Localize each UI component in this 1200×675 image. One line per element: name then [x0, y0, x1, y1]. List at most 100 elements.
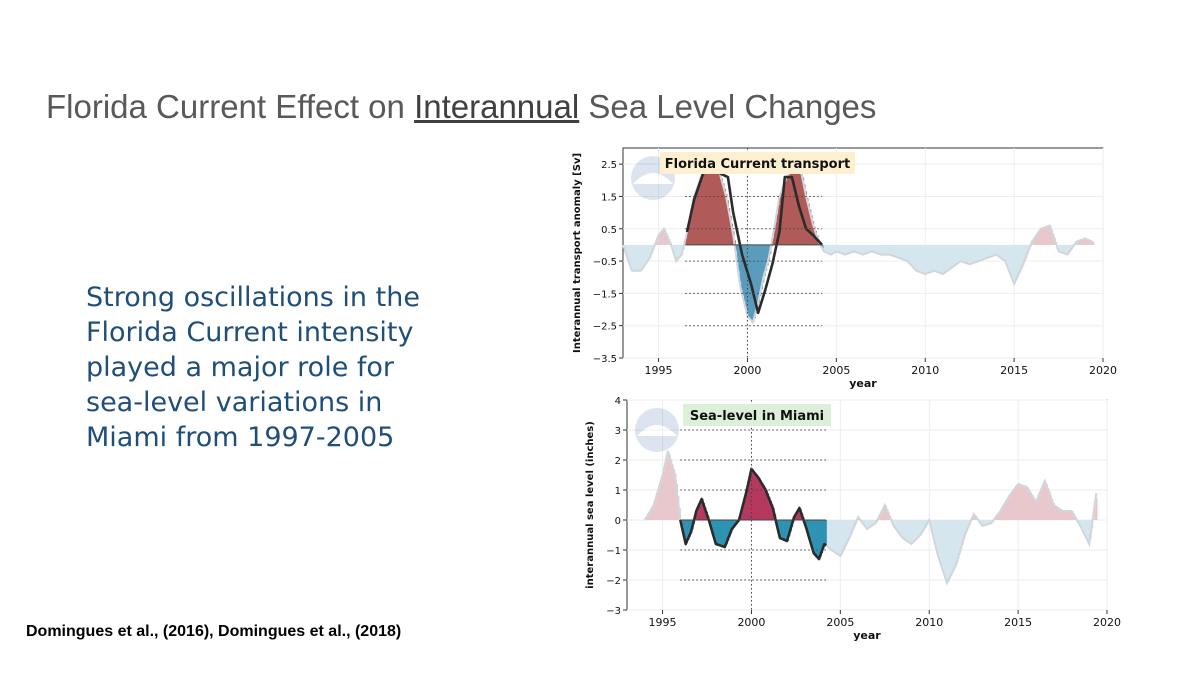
- area-bar: [891, 244, 894, 256]
- area-bar: [833, 244, 836, 254]
- area-bar: [1023, 485, 1026, 520]
- area-bar: [726, 200, 729, 245]
- area-bar: [750, 475, 752, 520]
- area-bar: [1095, 498, 1098, 520]
- area-bar: [720, 520, 723, 546]
- area-bar: [1006, 501, 1008, 520]
- area-bar: [910, 244, 913, 265]
- area-bar: [970, 244, 972, 265]
- area-bar: [708, 166, 711, 245]
- y-tick-label: −1.5: [593, 289, 617, 300]
- area-bar: [719, 173, 722, 245]
- area-bar: [703, 503, 706, 520]
- area-bar: [714, 520, 717, 540]
- area-bar: [923, 520, 926, 530]
- area-bar: [948, 244, 951, 270]
- area-bar: [955, 244, 958, 265]
- area-bar: [794, 517, 797, 520]
- area-bar: [1065, 511, 1068, 520]
- area-bar: [979, 520, 981, 522]
- y-tick-label: −0.5: [593, 257, 617, 268]
- area-bar: [725, 520, 728, 545]
- area-bar: [792, 169, 795, 245]
- area-bar: [912, 520, 915, 544]
- area-bar: [685, 238, 688, 245]
- area-bar: [743, 244, 746, 302]
- area-bar: [1020, 484, 1023, 520]
- area-bar: [758, 244, 761, 304]
- area-bar: [747, 488, 750, 520]
- area-bar: [992, 244, 995, 256]
- area-bar: [928, 244, 931, 273]
- area-bar: [631, 244, 634, 270]
- area-bar: [785, 180, 788, 245]
- area-bar: [1071, 511, 1074, 520]
- area-bar: [1090, 241, 1093, 245]
- area-bar: [811, 520, 814, 545]
- area-bar: [885, 505, 888, 520]
- area-bar: [837, 244, 840, 252]
- area-bar: [1007, 499, 1010, 520]
- area-bar: [752, 244, 755, 323]
- area-bar: [803, 184, 806, 245]
- title-post: Sea Level Changes: [579, 88, 877, 125]
- area-bar: [1086, 239, 1089, 245]
- area-bar: [768, 497, 771, 520]
- area-bar: [1087, 520, 1090, 540]
- area-bar: [930, 520, 933, 526]
- area-bar: [944, 244, 947, 273]
- area-bar: [732, 520, 735, 528]
- area-bar: [1027, 487, 1030, 520]
- area-bar: [784, 520, 787, 540]
- area-bar: [800, 170, 803, 245]
- area-bar: [900, 520, 903, 536]
- area-bar: [755, 244, 758, 314]
- area-bar: [894, 244, 897, 257]
- area-bar: [718, 169, 721, 245]
- area-bar: [1094, 508, 1097, 520]
- area-bar: [717, 520, 720, 545]
- area-bar: [985, 244, 988, 259]
- area-bar: [686, 520, 688, 544]
- area-bar: [665, 232, 668, 245]
- area-bar: [675, 244, 678, 259]
- area-bar: [642, 244, 645, 268]
- area-bar: [964, 520, 967, 535]
- area-bar: [853, 244, 856, 252]
- area-bar: [765, 490, 768, 520]
- area-bar: [835, 520, 838, 553]
- area-bar: [953, 520, 956, 571]
- area-bar: [724, 520, 727, 547]
- area-bar: [917, 520, 920, 538]
- area-bar: [625, 244, 628, 254]
- area-bar: [781, 520, 784, 539]
- area-bar: [1045, 483, 1048, 520]
- area-bar: [656, 496, 659, 520]
- area-bar: [1011, 244, 1014, 277]
- area-bar: [975, 244, 978, 263]
- area-bar: [997, 244, 999, 256]
- area-bar: [671, 244, 674, 246]
- area-bar: [667, 452, 670, 520]
- area-bar: [662, 230, 665, 245]
- area-bar: [741, 510, 744, 520]
- area-bar: [1061, 244, 1063, 253]
- area-bar: [1031, 494, 1034, 520]
- area-bar: [892, 520, 895, 523]
- area-bar: [648, 244, 651, 260]
- area-bar: [815, 520, 818, 555]
- area-bar: [920, 244, 923, 273]
- x-tick-label: 2015: [1004, 616, 1032, 629]
- chart-title-box: [683, 404, 831, 426]
- title-pre: Florida Current Effect on: [46, 88, 415, 125]
- area-bar: [899, 520, 902, 534]
- area-bar: [748, 481, 751, 520]
- area-bar: [1041, 488, 1044, 520]
- area-bar: [1068, 244, 1071, 254]
- area-bar: [880, 244, 883, 255]
- area-bar: [980, 520, 983, 524]
- area-bar: [689, 217, 692, 245]
- area-bar: [963, 520, 966, 540]
- area-bar: [1077, 520, 1080, 521]
- y-tick-label: −2: [606, 576, 621, 587]
